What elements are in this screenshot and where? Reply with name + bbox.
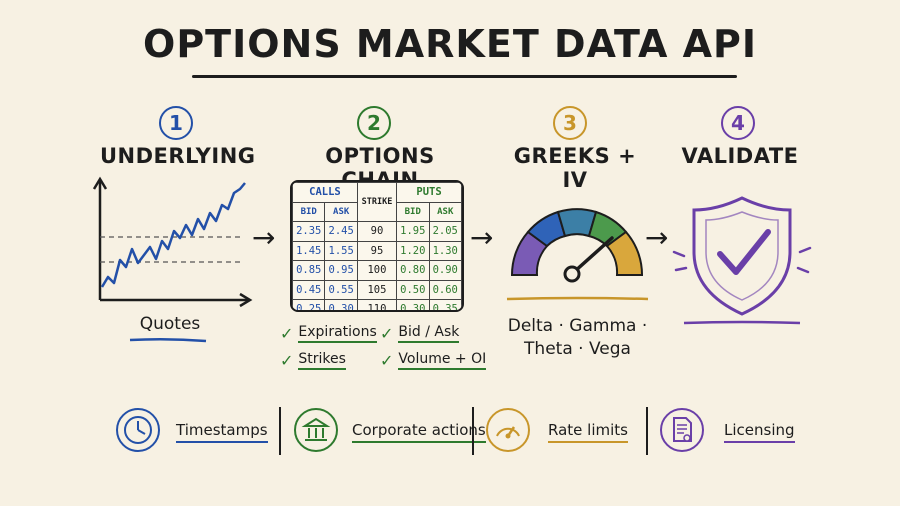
footer-divider: [472, 407, 474, 455]
call-ask-cell: 1.55: [324, 240, 358, 261]
footer-label-timestamps: Timestamps: [176, 421, 268, 443]
footer-label-rate-limits: Rate limits: [548, 421, 628, 443]
put-ask-cell: 1.30: [428, 240, 462, 261]
footer-divider: [279, 407, 281, 455]
put-bid-cell: 1.95: [396, 221, 430, 242]
put-bid-header: BID: [396, 201, 430, 222]
checkmark-icon: ✓: [380, 351, 394, 370]
check-label: Strikes: [298, 351, 346, 370]
caption-underline: [129, 337, 207, 343]
step-4-number: 4: [721, 106, 755, 140]
calls-header: CALLS: [292, 182, 358, 203]
check-item: ✓ Volume + OI: [380, 351, 487, 370]
check-label: Bid / Ask: [398, 324, 460, 343]
puts-header: PUTS: [396, 182, 462, 203]
put-ask-cell: 0.35: [428, 299, 462, 310]
footer-label-corporate-actions: Corporate actions: [352, 421, 486, 443]
put-bid-cell: 0.80: [396, 260, 430, 281]
call-ask-cell: 0.55: [324, 279, 358, 300]
call-bid-cell: 0.85: [292, 260, 326, 281]
greeks-line-1: Delta · Gamma ·: [507, 316, 648, 336]
arrow-right-icon: →: [470, 221, 494, 254]
table-row: 0.25 0.30 110 0.30 0.35: [292, 299, 462, 310]
call-bid-cell: 0.45: [292, 279, 326, 300]
call-ask-cell: 0.30: [324, 299, 358, 310]
put-bid-cell: 0.50: [396, 279, 430, 300]
gauge-underline: [506, 296, 649, 301]
price-chart-icon: [92, 176, 253, 308]
strike-cell: 95: [356, 240, 398, 261]
clock-icon: [116, 408, 160, 452]
put-bid-cell: 1.20: [396, 240, 430, 261]
bank-building-icon: [294, 408, 338, 452]
table-row: 2.35 2.45 90 1.95 2.05: [292, 221, 462, 242]
call-bid-cell: 1.45: [292, 240, 326, 261]
check-item: ✓ Strikes: [280, 351, 346, 370]
shield-check-icon: [672, 196, 812, 316]
call-bid-cell: 0.25: [292, 299, 326, 310]
title-underline: [192, 75, 737, 78]
checkmark-icon: ✓: [280, 324, 294, 343]
strike-header: STRIKE: [356, 182, 398, 222]
footer-divider: [646, 407, 648, 455]
arrow-right-icon: →: [645, 221, 669, 254]
call-ask-cell: 0.95: [324, 260, 358, 281]
call-ask-cell: 2.45: [324, 221, 358, 242]
strike-cell: 105: [356, 279, 398, 300]
put-ask-header: ASK: [428, 201, 462, 222]
options-chain-table: CALLS STRIKE PUTS BID ASK BID ASK 2.35 2…: [290, 180, 464, 312]
table-row: 1.45 1.55 95 1.20 1.30: [292, 240, 462, 261]
checkmark-icon: ✓: [280, 351, 294, 370]
put-ask-cell: 2.05: [428, 221, 462, 242]
strike-cell: 100: [356, 260, 398, 281]
check-item: ✓ Bid / Ask: [380, 324, 460, 343]
put-ask-cell: 0.90: [428, 260, 462, 281]
call-ask-header: ASK: [324, 201, 358, 222]
footer-label-licensing: Licensing: [724, 421, 795, 443]
put-ask-cell: 0.60: [428, 279, 462, 300]
step-1-number: 1: [159, 106, 193, 140]
check-label: Expirations: [298, 324, 377, 343]
speedometer-icon: [486, 408, 530, 452]
greeks-gauge-icon: [510, 208, 644, 283]
checkmark-icon: ✓: [380, 324, 394, 343]
strike-cell: 90: [356, 221, 398, 242]
call-bid-cell: 2.35: [292, 221, 326, 242]
strike-cell: 110: [356, 299, 398, 310]
step-2-number: 2: [357, 106, 391, 140]
put-bid-cell: 0.30: [396, 299, 430, 310]
shield-underline: [683, 320, 801, 325]
check-item: ✓ Expirations: [280, 324, 377, 343]
table-row: 0.45 0.55 105 0.50 0.60: [292, 279, 462, 300]
call-bid-header: BID: [292, 201, 326, 222]
step-3-number: 3: [553, 106, 587, 140]
step-4-label: VALIDATE: [681, 144, 799, 168]
check-label: Volume + OI: [398, 351, 487, 370]
underlying-caption: Quotes: [139, 314, 201, 334]
step-3-label: GREEKS + IV: [513, 144, 637, 192]
page-title: OPTIONS MARKET DATA API: [143, 22, 757, 66]
table-row: 0.85 0.95 100 0.80 0.90: [292, 260, 462, 281]
step-1-label: UNDERLYING: [100, 144, 256, 168]
arrow-right-icon: →: [252, 221, 276, 254]
greeks-line-2: Theta · Vega: [524, 339, 631, 359]
license-document-icon: [660, 408, 704, 452]
